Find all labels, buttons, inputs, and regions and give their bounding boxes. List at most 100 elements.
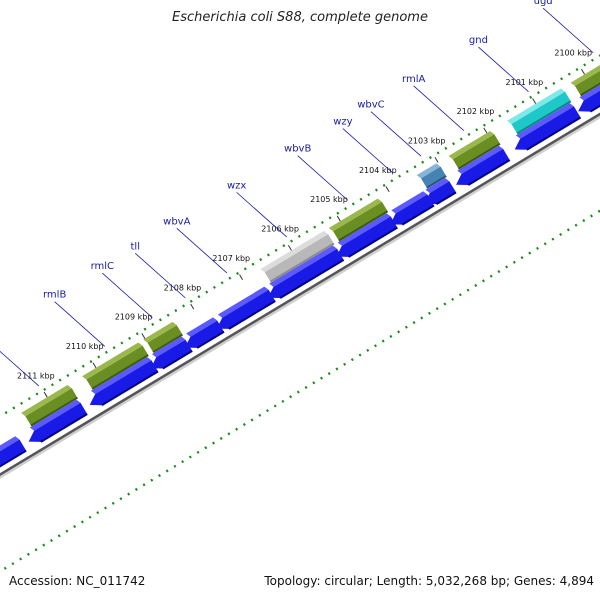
tick-mark	[287, 245, 292, 251]
cds-gnd-top-face	[515, 103, 574, 139]
cds-wzy[interactable]	[390, 191, 435, 226]
feature-ugd[interactable]	[570, 49, 600, 97]
tick-mark	[483, 127, 488, 134]
gene-label-wzy[interactable]: wzy	[333, 117, 352, 128]
tick-mark	[336, 215, 341, 222]
feature-rmlA-edge	[457, 142, 501, 170]
accession-text: Accession: NC_011742	[9, 574, 146, 588]
gene-label-leader	[135, 252, 186, 299]
feature-wzx-top-face	[260, 230, 329, 273]
gene-label-gnd[interactable]: gnd	[469, 35, 488, 46]
feature-wzx-front-face	[264, 234, 334, 282]
tick-label: 2105 kbp	[310, 195, 348, 204]
feature-rmlB-top-face	[82, 342, 143, 380]
cds-ugd-top-face	[579, 84, 600, 101]
feature-wbvC-edge	[426, 175, 447, 189]
cds-track	[0, 84, 600, 474]
feature-wbvB-edge	[338, 210, 389, 242]
cds-wbvC-edge	[435, 191, 457, 205]
feature-wbvB-front-face	[333, 201, 388, 241]
gene-label-rmlA[interactable]: rmlA	[402, 74, 425, 85]
cds-wbvB-front-face	[336, 216, 398, 257]
cds-wzy-edge	[401, 204, 435, 226]
cds-rmlC-top-face	[151, 336, 186, 358]
feature-galF-top-face	[21, 385, 72, 417]
map-title: Escherichia coli S88, complete genome	[172, 10, 428, 25]
tick-label: 2108 kbp	[164, 283, 202, 292]
feature-rmlA[interactable]	[448, 131, 501, 170]
feature-wbvC-front-face	[421, 166, 447, 188]
cds-gnd[interactable]	[514, 103, 582, 151]
cds-tll[interactable]	[185, 317, 225, 349]
tick-mark	[532, 98, 537, 104]
tick-mark	[92, 362, 97, 369]
cds-galF-front-face	[28, 402, 88, 442]
cds-gnd-front-face	[514, 106, 581, 150]
feature-gnd[interactable]	[507, 88, 572, 135]
feature-ugd-edge	[580, 82, 600, 97]
feature-wzx[interactable]	[260, 230, 335, 283]
feature-gnd-edge	[516, 100, 572, 135]
cds-rmlC[interactable]	[150, 336, 193, 370]
feature-rmlB[interactable]	[82, 342, 149, 390]
genome-summary-text: Topology: circular; Length: 5,032,268 bp…	[264, 574, 594, 588]
gene-label-leader	[176, 228, 228, 274]
cds-wbvA[interactable]	[216, 286, 276, 330]
gene-label-leader	[297, 155, 349, 201]
gene-label-ugd[interactable]: ugd	[534, 0, 553, 7]
tick-mark	[190, 303, 195, 310]
cds-galF[interactable]	[28, 399, 88, 443]
gene-label-tll[interactable]: tll	[131, 241, 140, 252]
tick-label: 2101 kbp	[506, 78, 544, 87]
gene-label-wzx[interactable]: wzx	[227, 180, 246, 191]
tick-mark	[434, 156, 439, 163]
feature-wbvB[interactable]	[328, 198, 389, 242]
gene-label-rmlB[interactable]: rmlB	[43, 290, 66, 301]
feature-rmlC[interactable]	[143, 321, 183, 354]
tick-label: 2106 kbp	[261, 225, 299, 234]
cds-rmlA-top-face	[457, 145, 504, 174]
backbone-shadow	[0, 113, 600, 479]
cds-wzx[interactable]	[268, 245, 345, 299]
cds-unnamed-12-edge	[0, 449, 27, 468]
backbone-line	[0, 112, 600, 477]
gene-label-wbvC[interactable]: wbvC	[357, 100, 384, 111]
cds-wbvA-top-face	[217, 286, 269, 318]
cds-tll-front-face	[185, 320, 224, 348]
gene-label-rmlC[interactable]: rmlC	[91, 261, 114, 272]
feature-wzx-edge	[269, 242, 335, 283]
cds-tll-edge	[196, 330, 225, 349]
gc-skew-inner-line	[0, 209, 600, 573]
cds-wzy-top-face	[391, 191, 428, 214]
gene-label-track: ugdgndrmlAwbvCwzywbvBwzxwbvAtllrmlCrmlBg…	[0, 0, 594, 387]
gene-label-leader	[102, 272, 153, 318]
cds-ugd-front-face	[578, 90, 600, 112]
cds-galF-edge	[40, 413, 88, 443]
feature-ugd-front-face	[574, 70, 600, 96]
tick-label: 2103 kbp	[408, 137, 446, 146]
cds-rmlB[interactable]	[89, 357, 159, 407]
tick-mark	[141, 333, 146, 339]
tick-label: 2109 kbp	[115, 313, 153, 322]
cds-rmlA-front-face	[456, 148, 510, 185]
cds-wbvC-front-face	[424, 181, 456, 205]
tick-label: 2100 kbp	[554, 48, 592, 57]
gene-label-leader	[542, 7, 594, 54]
cds-wbvA-front-face	[216, 289, 276, 329]
feature-galF[interactable]	[21, 385, 78, 427]
gene-label-leader	[236, 192, 287, 238]
cds-rmlA[interactable]	[456, 145, 511, 186]
cds-unnamed-12[interactable]	[0, 436, 27, 474]
cds-rmlB-edge	[101, 370, 159, 407]
tick-mark	[43, 391, 48, 398]
gene-label-wbvA[interactable]: wbvA	[163, 216, 190, 227]
gene-label-leader	[342, 128, 394, 174]
cds-wbvC[interactable]	[424, 178, 457, 205]
gene-label-leader	[370, 111, 422, 157]
feature-wbvC[interactable]	[416, 163, 447, 189]
genome-backbone	[0, 112, 600, 479]
cds-wbvB[interactable]	[336, 213, 398, 258]
gene-label-leader	[413, 85, 465, 131]
gene-label-wbvB[interactable]: wbvB	[284, 144, 311, 155]
